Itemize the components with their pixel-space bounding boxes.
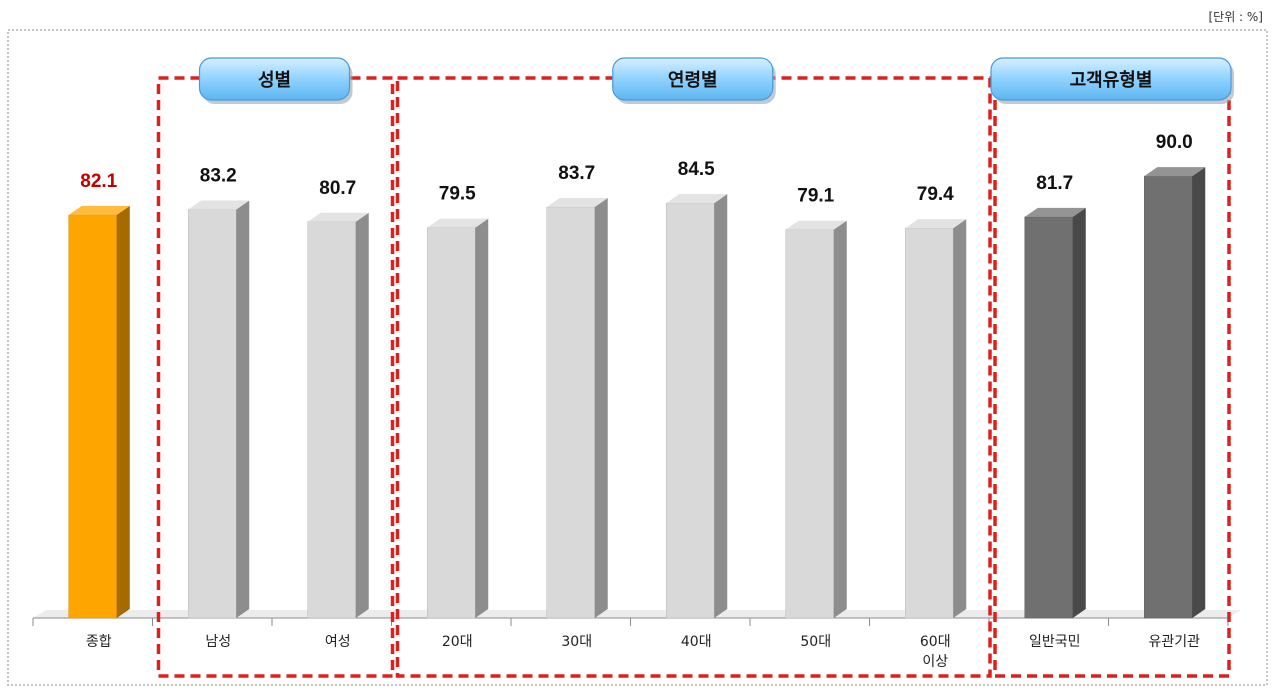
bar	[785, 229, 834, 619]
group-header-pill	[990, 57, 1232, 101]
bar-top	[1024, 207, 1086, 217]
data-label: 84.5	[678, 159, 715, 180]
bar-side	[236, 200, 250, 618]
group-header-pill	[198, 57, 351, 101]
bar-side	[355, 212, 369, 618]
bar-side	[594, 198, 608, 618]
bar-side	[1072, 207, 1086, 618]
bar	[427, 227, 476, 619]
data-label: 80.7	[319, 178, 356, 199]
data-label: 82.1	[80, 171, 117, 192]
data-label: 81.7	[1036, 173, 1073, 194]
x-tick-label: 유관기관	[1148, 634, 1200, 650]
bar	[307, 221, 356, 619]
bar-top	[546, 198, 608, 208]
bar-top	[666, 194, 728, 204]
x-tick-label: 50대	[800, 634, 831, 650]
x-tick-label: 20대	[442, 634, 473, 650]
bar-top	[1144, 167, 1206, 177]
unit-label: [단위 : %]	[1208, 10, 1263, 24]
data-label: 90.0	[1156, 132, 1193, 153]
bar-side	[475, 218, 489, 618]
bar	[1144, 175, 1193, 619]
bar-top	[427, 218, 489, 228]
bar	[905, 227, 954, 619]
bar-side	[714, 194, 728, 619]
x-tick-label: 여성	[325, 634, 351, 650]
x-tick-label: 일반국민	[1029, 634, 1081, 650]
group-header-label: 성별	[258, 70, 291, 91]
bar-top	[188, 200, 250, 210]
data-label: 79.5	[439, 184, 476, 205]
bar-top	[68, 205, 130, 215]
group-header-pill	[612, 57, 774, 101]
bar-top	[905, 219, 967, 229]
data-label: 79.4	[917, 184, 954, 205]
bar-top	[785, 220, 847, 230]
data-label: 83.7	[558, 163, 595, 184]
x-tick-label: 종합	[86, 634, 112, 650]
bar-side	[953, 219, 967, 618]
group-header-label: 연령별	[668, 70, 718, 91]
x-tick-label: 40대	[681, 634, 712, 650]
bar	[68, 214, 117, 619]
x-tick-label: 남성	[205, 634, 231, 650]
bar-side	[116, 205, 130, 618]
bar	[188, 209, 237, 619]
bar	[546, 206, 595, 619]
x-tick-label: 이상	[922, 654, 948, 670]
plot-frame	[7, 29, 1268, 686]
group-header-label: 고객유형별	[1070, 70, 1153, 91]
bar-side	[1192, 167, 1206, 618]
bar	[666, 202, 715, 619]
x-tick-label: 60대	[920, 634, 951, 650]
bar-top	[307, 212, 369, 222]
bar-side	[833, 220, 847, 618]
data-label: 79.1	[797, 186, 834, 207]
x-tick-label: 30대	[561, 634, 592, 650]
data-label: 83.2	[200, 165, 237, 186]
bar	[1024, 216, 1073, 619]
